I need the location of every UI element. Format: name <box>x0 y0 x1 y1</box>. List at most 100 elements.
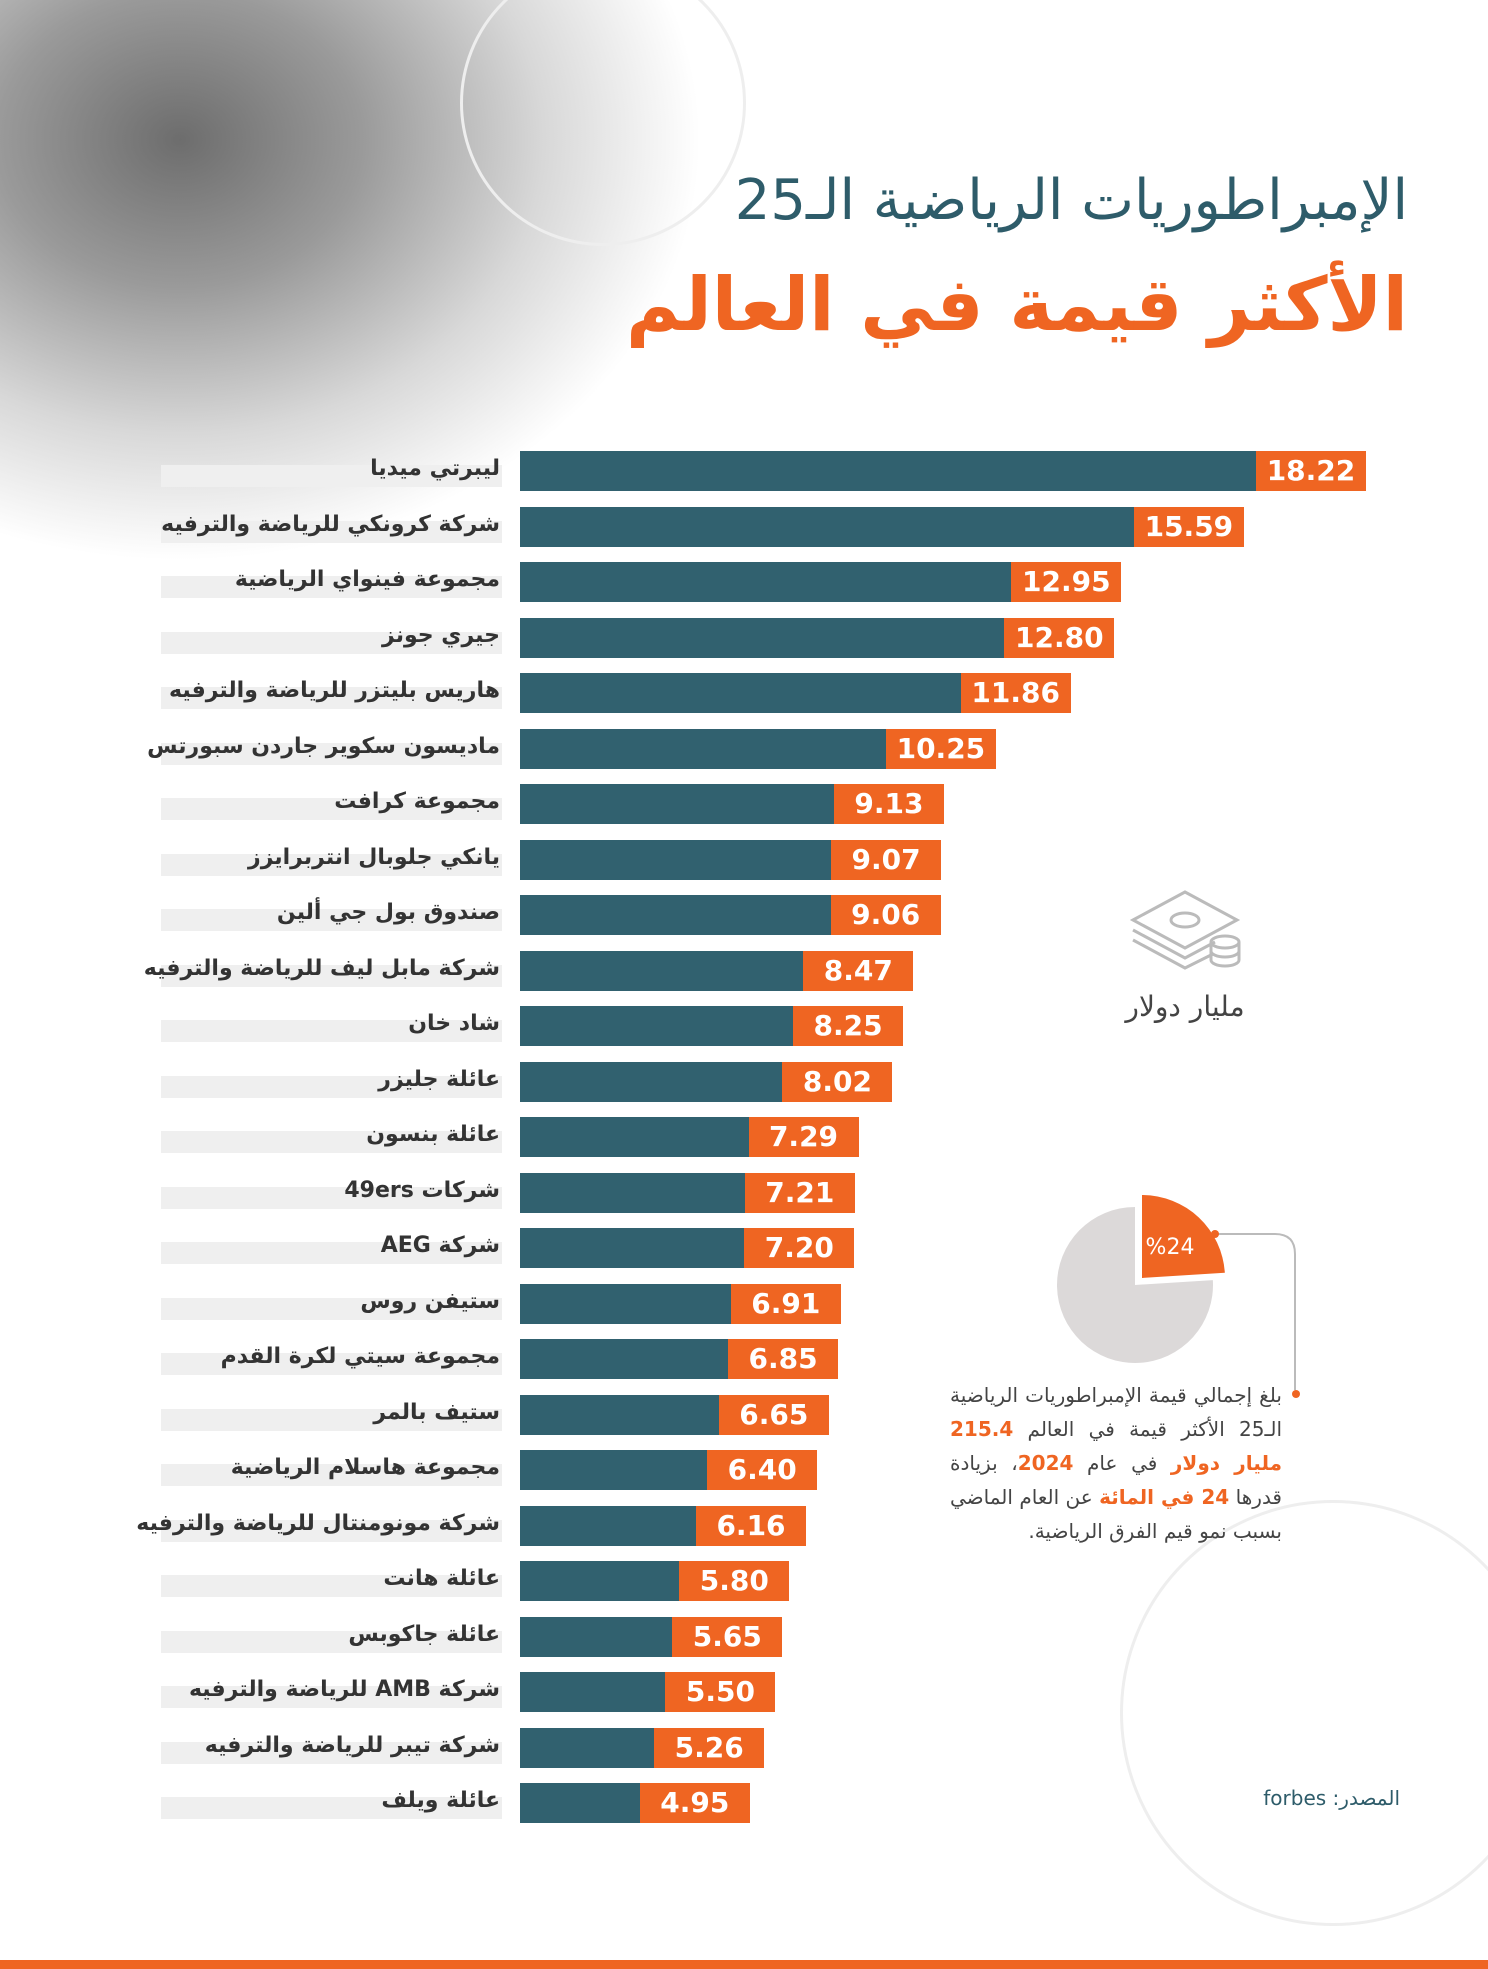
label-background <box>161 1630 502 1653</box>
bar-value-label: 7.20 <box>744 1228 855 1268</box>
bar-value-label: 8.47 <box>803 950 914 991</box>
bar: 6.85 <box>520 1339 839 1379</box>
bar-value-label: 9.07 <box>831 839 942 880</box>
bar-category-label: عائلة جاكوبس <box>348 1621 500 1647</box>
bar: 6.16 <box>520 1505 806 1546</box>
bar-category-label: شركات 49ers <box>344 1177 500 1203</box>
bar: 5.50 <box>520 1672 776 1712</box>
bar: 9.07 <box>520 839 942 880</box>
bar-category-label: شركة AEG <box>380 1233 500 1258</box>
bar-row: شركة AMB للرياضة والترفيه 5.50 <box>0 1672 1488 1712</box>
bar-value-label: 11.86 <box>960 673 1071 713</box>
label-background <box>161 1020 502 1042</box>
bar-category-label: ليبرتي ميديا <box>370 456 500 481</box>
source-label: المصدر: forbes <box>1263 1786 1400 1810</box>
bar-category-label: ستيف بالمر <box>373 1399 500 1425</box>
label-background <box>161 1131 502 1153</box>
bar-row: ماديسون سكوير جاردن سبورتس 10.25 <box>0 728 1488 769</box>
summary-note: بلغ إجمالي قيمة الإمبراطوريات الرياضية ا… <box>950 1383 1282 1543</box>
label-background <box>161 576 502 598</box>
bar-row: صندوق بول جي ألين 9.06 <box>0 895 1488 935</box>
label-background <box>161 1797 502 1819</box>
bar-row: شركة AEG 7.20 <box>0 1228 1488 1268</box>
bar-row: شركة مابل ليف للرياضة والترفيه 8.47 <box>0 950 1488 991</box>
bar-value-label: 18.22 <box>1256 451 1366 491</box>
pie-slice-percent <box>1142 1195 1225 1278</box>
label-background <box>161 1408 502 1431</box>
callout-dot <box>1292 1390 1300 1398</box>
bar: 12.80 <box>520 617 1115 658</box>
bar-category-label: مجموعة سيتي لكرة القدم <box>220 1344 500 1369</box>
bar-row: مجموعة سيتي لكرة القدم 6.85 <box>0 1339 1488 1379</box>
bar: 6.40 <box>520 1450 818 1490</box>
title-line-1: الإمبراطوريات الرياضية الـ25 <box>734 168 1408 233</box>
label-background <box>161 631 502 654</box>
bar-row: مجموعة هاسلام الرياضية 6.40 <box>0 1450 1488 1490</box>
bar-row: يانكي جلوبال انتربرايزز 9.07 <box>0 839 1488 880</box>
label-background <box>161 964 502 987</box>
bar-value-label: 6.65 <box>718 1394 829 1435</box>
bar: 7.20 <box>520 1228 855 1268</box>
label-background <box>161 520 502 543</box>
label-background <box>161 1575 502 1597</box>
bar: 4.95 <box>520 1783 750 1823</box>
bar-value-label: 10.25 <box>885 728 996 769</box>
bar-row: مجموعة فينواي الرياضية 12.95 <box>0 562 1488 602</box>
label-background <box>161 1686 502 1708</box>
bar-value-label: 7.29 <box>748 1117 859 1157</box>
bar-row: هاريس بليتزر للرياضة والترفيه 11.86 <box>0 673 1488 713</box>
bar: 10.25 <box>520 728 996 769</box>
bar-row: شركة مونومنتال للرياضة والترفيه 6.16 <box>0 1505 1488 1546</box>
bar-row: ستيفن روس 6.91 <box>0 1283 1488 1324</box>
bar-value-label: 5.80 <box>679 1561 790 1601</box>
bar-category-label: ستيفن روس <box>360 1288 500 1314</box>
bar: 15.59 <box>520 506 1244 547</box>
bar: 12.95 <box>520 562 1122 602</box>
bar-category-label: مجموعة هاسلام الرياضية <box>230 1455 500 1480</box>
bar: 7.21 <box>520 1172 855 1213</box>
bar-category-label: شاد خان <box>408 1011 500 1036</box>
bar-row: ليبرتي ميديا 18.22 <box>0 451 1488 491</box>
bar: 5.80 <box>520 1561 790 1601</box>
bar-row: عائلة ويلف 4.95 <box>0 1783 1488 1823</box>
bar-category-label: يانكي جلوبال انتربرايزز <box>248 844 500 870</box>
bar-category-label: جيري جونز <box>382 622 500 648</box>
bar: 5.65 <box>520 1616 783 1657</box>
bar-category-label: ماديسون سكوير جاردن سبورتس <box>147 733 500 759</box>
bar-category-label: شركة مابل ليف للرياضة والترفيه <box>143 955 500 981</box>
bar-value-label: 5.65 <box>672 1616 783 1657</box>
bar-row: عائلة جاكوبس 5.65 <box>0 1616 1488 1657</box>
bar: 7.29 <box>520 1117 859 1157</box>
bar-row: عائلة هانت 5.80 <box>0 1561 1488 1601</box>
bottom-accent-stripe <box>0 1960 1488 1969</box>
bar-value-label: 6.40 <box>707 1450 818 1490</box>
bar-category-label: شركة مونومنتال للرياضة والترفيه <box>136 1510 500 1536</box>
bar-category-label: شركة كرونكي للرياضة والترفيه <box>161 511 500 537</box>
bar-category-label: مجموعة كرافت <box>334 789 500 814</box>
bar-value-label: 5.50 <box>665 1672 776 1712</box>
bar-row: عائلة بنسون 7.29 <box>0 1117 1488 1157</box>
bar-category-label: عائلة جليزر <box>378 1066 500 1092</box>
bar: 9.06 <box>520 895 941 935</box>
bar: 9.13 <box>520 784 944 824</box>
bar-value-label: 12.80 <box>1004 617 1115 658</box>
bar-value-label: 15.59 <box>1133 506 1244 547</box>
label-background <box>161 1519 502 1542</box>
pie-percent-label: %24 <box>1146 1235 1195 1260</box>
title-line-2: الأكثر قيمة في العالم <box>625 262 1408 348</box>
pie-slice-remaining <box>1057 1207 1213 1363</box>
money-stack-icon <box>1129 890 1241 970</box>
bar-value-label: 8.02 <box>782 1061 893 1102</box>
bar-category-label: صندوق بول جي ألين <box>276 900 500 925</box>
bar: 6.91 <box>520 1283 841 1324</box>
label-background <box>161 687 502 709</box>
bar-category-label: عائلة بنسون <box>366 1122 500 1147</box>
bar-value-label: 7.21 <box>744 1172 855 1213</box>
bar: 8.47 <box>520 950 914 991</box>
bar-value-label: 12.95 <box>1011 562 1122 602</box>
bar: 6.65 <box>520 1394 829 1435</box>
bar: 18.22 <box>520 451 1366 491</box>
bar: 8.02 <box>520 1061 893 1102</box>
bar-category-label: مجموعة فينواي الرياضية <box>234 567 500 592</box>
bar-value-label: 9.13 <box>833 784 944 824</box>
